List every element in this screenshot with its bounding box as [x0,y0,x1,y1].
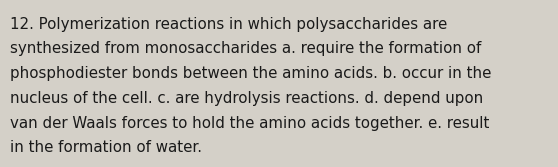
Text: 12. Polymerization reactions in which polysaccharides are: 12. Polymerization reactions in which po… [10,17,448,32]
Text: synthesized from monosaccharides a. require the formation of: synthesized from monosaccharides a. requ… [10,41,482,56]
Text: phosphodiester bonds between the amino acids. b. occur in the: phosphodiester bonds between the amino a… [10,66,492,81]
Text: nucleus of the cell. c. are hydrolysis reactions. d. depend upon: nucleus of the cell. c. are hydrolysis r… [10,91,483,106]
Text: in the formation of water.: in the formation of water. [10,140,202,155]
Text: van der Waals forces to hold the amino acids together. e. result: van der Waals forces to hold the amino a… [10,116,489,131]
